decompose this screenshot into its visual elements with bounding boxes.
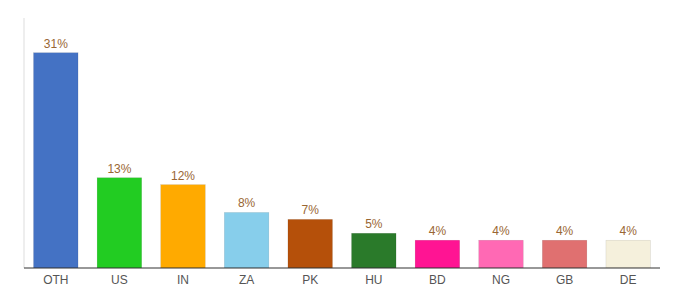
x-tick-label: OTH [43,273,68,287]
x-tick-label: NG [492,273,510,287]
data-label: 4% [429,224,447,238]
bar [34,53,79,268]
data-label: 8% [238,196,256,210]
data-label: 4% [556,224,574,238]
x-tick-label: HU [365,273,382,287]
data-label: 4% [492,224,510,238]
bar [288,219,333,268]
x-tick-label: DE [620,273,637,287]
x-tick-label: IN [177,273,189,287]
data-label: 4% [620,224,638,238]
x-tick-label: BD [429,273,446,287]
bar [352,233,397,268]
data-label: 12% [171,169,195,183]
bar [542,240,587,268]
bar [479,240,524,268]
bar [224,212,269,268]
x-tick-label: GB [556,273,573,287]
chart-container: OTH US IN ZA PK HU BD NG GB DE 31% 13% 12% 8% 7% 5% 4% 4%… [0,0,680,300]
data-label: 7% [302,203,320,217]
bar [606,240,651,268]
chart: OTH US IN ZA PK HU BD NG GB DE 31% 13% 12% 8% 7% 5% 4% 4%… [0,0,680,300]
x-tick-label: US [111,273,128,287]
y-axis-line [24,18,25,268]
bar [415,240,460,268]
x-tick-label: ZA [239,273,254,287]
bar [161,185,206,268]
x-axis-line [24,267,660,268]
data-label: 13% [107,162,131,176]
data-label: 31% [44,37,68,51]
x-tick-label: PK [302,273,318,287]
data-label: 5% [365,217,383,231]
bar [97,178,142,268]
bars [34,53,651,268]
